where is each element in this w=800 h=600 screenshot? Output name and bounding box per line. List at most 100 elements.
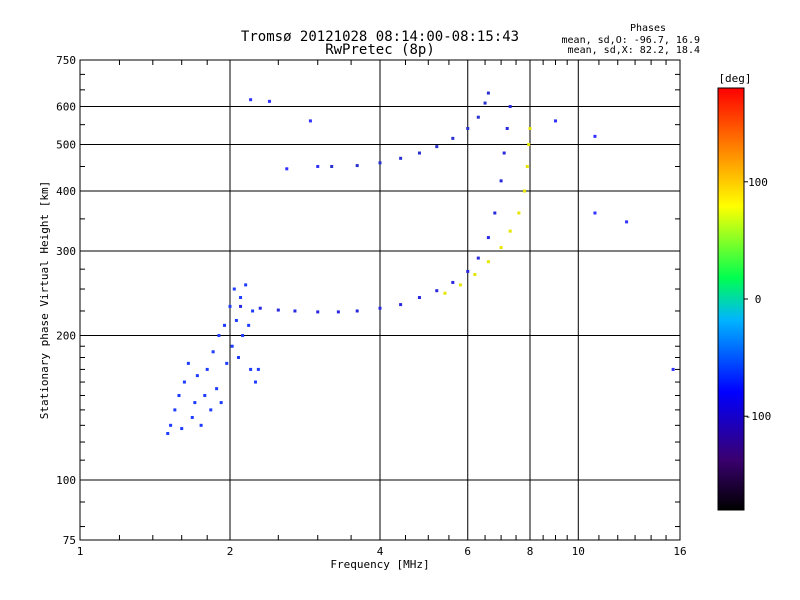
phase-x-stats: mean, sd,X: 82.2, 18.4 [568, 45, 700, 56]
data-point [205, 367, 209, 371]
data-point [308, 119, 312, 123]
minor-ticks [80, 60, 680, 540]
colorbar [717, 87, 745, 511]
data-point [493, 211, 497, 215]
y-tick-label: 600 [56, 101, 76, 114]
data-point [443, 291, 447, 295]
data-point [378, 306, 382, 310]
data-point [451, 280, 455, 284]
data-point [499, 179, 503, 183]
data-point [195, 374, 199, 378]
data-point [173, 408, 177, 412]
x-tick-label: 8 [527, 545, 534, 558]
data-point [625, 220, 629, 224]
data-point [230, 344, 234, 348]
data-point [180, 427, 184, 431]
data-point [249, 98, 253, 102]
data-point [355, 164, 359, 168]
data-point [458, 283, 462, 287]
data-point [276, 308, 280, 312]
colorbar-label: [deg] [718, 72, 751, 85]
data-point [671, 367, 675, 371]
data-point [476, 115, 480, 119]
data-point [336, 310, 340, 314]
phase-title: Phases [630, 23, 666, 34]
data-point [486, 236, 490, 240]
data-point [508, 105, 512, 109]
x-tick-label: 1 [77, 545, 84, 558]
data-point [199, 423, 203, 427]
data-point [508, 229, 512, 233]
colorbar-tick-label: 100 [748, 176, 768, 189]
data-point [399, 156, 403, 160]
data-point [219, 401, 223, 405]
data-point [236, 355, 240, 359]
data-point [293, 309, 297, 313]
data-point [239, 296, 243, 300]
data-point [244, 283, 248, 287]
data-point [499, 246, 503, 250]
y-tick-label: 750 [56, 54, 76, 67]
data-point [473, 273, 477, 277]
data-point [223, 323, 227, 327]
data-points [166, 91, 675, 436]
y-tick-label: 200 [56, 330, 76, 343]
data-point [435, 145, 439, 149]
y-axis-label: Stationary phase Virtual Height [km] [38, 181, 51, 419]
grid-lines [80, 60, 680, 540]
data-point [247, 323, 251, 327]
data-point [169, 423, 173, 427]
y-tick-label: 300 [56, 245, 76, 258]
data-point [399, 303, 403, 307]
data-point [476, 256, 480, 260]
x-tick-label: 6 [464, 545, 471, 558]
data-point [267, 99, 271, 103]
data-point [193, 401, 197, 405]
y-tick-label: 75 [63, 534, 76, 547]
data-point [258, 306, 262, 310]
colorbar-tick-label: -100 [745, 410, 772, 423]
data-point [417, 296, 421, 300]
phase-o-stats: mean, sd,O: -96.7, 16.9 [562, 35, 700, 46]
y-tick-label: 400 [56, 185, 76, 198]
data-point [593, 134, 597, 138]
data-point [256, 367, 260, 371]
colorbar-tick-label: 0 [755, 293, 762, 306]
chart-title: Tromsø 20121028 08:14:00-08:15:43 [241, 29, 519, 45]
data-point [502, 151, 506, 155]
data-point [451, 136, 455, 140]
data-point [251, 309, 255, 313]
data-point [166, 432, 170, 436]
data-point [378, 161, 382, 165]
data-point [417, 151, 421, 155]
data-point [285, 167, 289, 171]
data-point [177, 394, 181, 398]
data-point [483, 101, 487, 105]
data-point [217, 334, 221, 338]
x-axis-label: Frequency [MHz] [330, 558, 429, 571]
data-point [517, 211, 521, 215]
data-point [249, 367, 253, 371]
data-point [330, 164, 334, 168]
data-point [203, 394, 207, 398]
data-point [239, 304, 243, 308]
data-point [355, 309, 359, 313]
data-point [525, 164, 529, 168]
data-point [466, 269, 470, 273]
data-point [505, 126, 509, 130]
data-point [523, 189, 527, 193]
data-point [316, 164, 320, 168]
chart-subtitle: RwPretec (8p) [325, 42, 435, 58]
data-point [435, 289, 439, 293]
x-tick-label: 2 [227, 545, 234, 558]
data-point [234, 318, 238, 322]
data-point [190, 415, 194, 419]
x-tick-labels: 1 2 4 6 8 10 16 [77, 545, 687, 558]
x-tick-label: 4 [377, 545, 384, 558]
data-point [528, 126, 532, 130]
data-point [316, 310, 320, 314]
data-point [232, 287, 236, 291]
data-point [211, 350, 215, 354]
